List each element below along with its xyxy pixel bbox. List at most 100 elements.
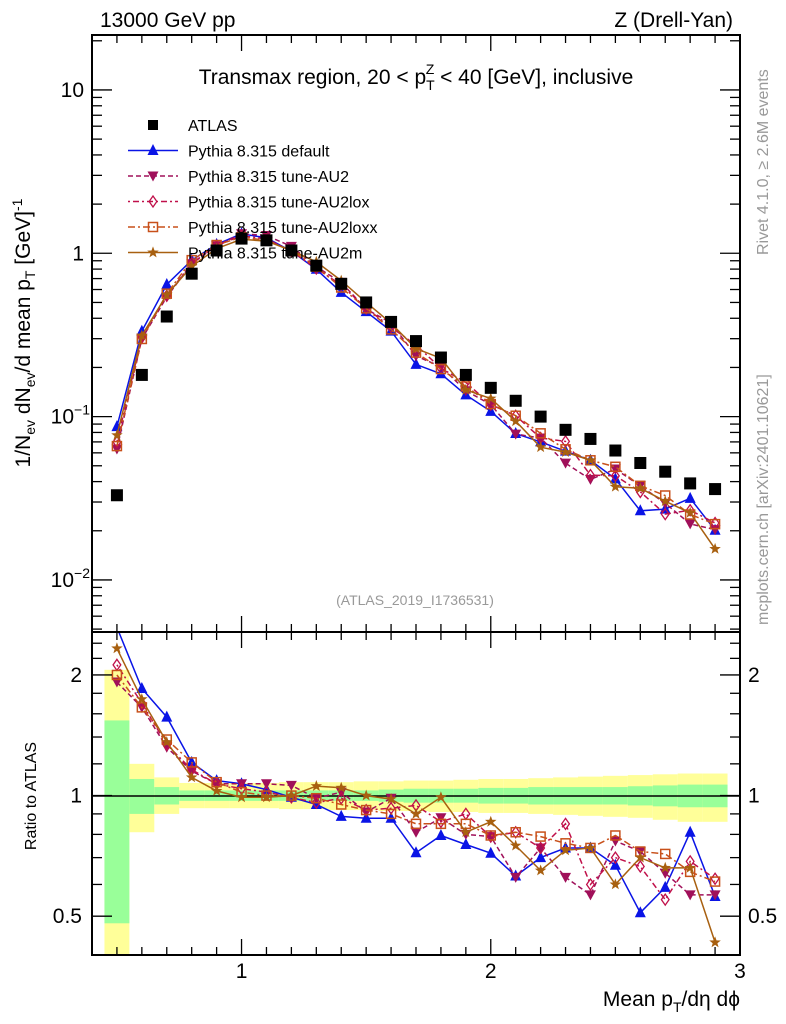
data-point-atlas [310, 259, 323, 272]
data-point-tune-au2m [509, 415, 522, 427]
data-point-tune-au2m [410, 342, 422, 354]
ratio-point-tune-au2m [509, 839, 522, 851]
ratio-point-tune-au2loxx [659, 848, 671, 860]
ratio-point-tune-au2m [260, 791, 273, 803]
data-point-tune-au2m [659, 495, 671, 507]
ratio-point-tune-au2m [360, 789, 372, 801]
ratio-point-tune-au2loxx [510, 826, 521, 838]
ratio-point-default [136, 682, 148, 694]
legend-marker [147, 171, 159, 182]
data-point-atlas [509, 394, 522, 407]
data-point-tune-au2loxx [535, 428, 546, 439]
data-point-atlas [160, 310, 173, 323]
x-tick-label: 2 [485, 960, 497, 983]
ratio-point-default [435, 828, 447, 840]
ratio-point-tune-au2lox [511, 825, 521, 839]
ratio-tick-label-right: 1 [748, 785, 760, 808]
data-point-default [634, 504, 646, 516]
ratio-point-tune-au2loxx [535, 831, 546, 842]
ratio-point-tune-au2 [560, 872, 572, 883]
ratio-point-tune-au2m [210, 784, 223, 796]
data-point-tune-au2m [609, 480, 622, 492]
ratio-point-tune-au2m [709, 936, 721, 948]
ratio-point-tune-au2 [609, 836, 621, 847]
header-left: 13000 GeV pp [100, 9, 235, 32]
data-point-tune-au2loxx [111, 440, 123, 452]
series-line-tune-au2loxx [116, 236, 716, 525]
data-point-tune-au2m [460, 383, 472, 395]
ratio-point-tune-au2lox [311, 796, 321, 810]
data-point-default [111, 420, 123, 432]
data-point-tune-au2lox [585, 468, 596, 482]
data-point-atlas [609, 444, 622, 457]
legend-item: Pythia 8.315 tune-AU2lox [128, 195, 369, 212]
ratio-tick-label-right: 2 [748, 664, 760, 687]
data-point-tune-au2m [709, 542, 721, 554]
ratio-uncertainty-bands [104, 669, 728, 955]
ratio-point-tune-au2m [410, 807, 422, 819]
ratio-point-tune-au2loxx [485, 830, 497, 841]
data-point-atlas [584, 432, 597, 445]
ratio-point-tune-au2m [584, 841, 597, 853]
y-tick-label: 10 [61, 79, 84, 102]
data-point-default [161, 278, 173, 290]
ratio-y-axis-label: Ratio to ATLAS [23, 742, 40, 850]
data-point-atlas [459, 368, 472, 381]
data-point-tune-au2m [684, 506, 696, 518]
ratio-point-tune-au2lox [585, 877, 596, 892]
data-point-tune-au2m [485, 392, 497, 404]
data-point-tune-au2 [709, 525, 721, 536]
series-line-tune-au2m [116, 238, 716, 550]
ratio-point-tune-au2 [684, 890, 696, 901]
ratio-point-tune-au2 [410, 827, 422, 838]
ratio-line-default [118, 632, 716, 914]
ratio-point-tune-au2lox [560, 817, 571, 831]
data-point-atlas [185, 267, 198, 280]
data-point-tune-au2 [111, 444, 123, 455]
data-point-atlas [385, 315, 398, 328]
data-point-tune-au2m [584, 454, 597, 466]
x-axis-label: Mean pT/dη dϕ [603, 988, 740, 1015]
legend-item: Pythia 8.315 tune-AU2m [128, 246, 362, 263]
y-axis-label: 1/Nev dNev/d mean pT [GeV]-1 [9, 198, 38, 467]
y-tick-label: 1 [72, 242, 84, 265]
ratio-point-tune-au2loxx [335, 799, 347, 810]
data-point-default [410, 357, 422, 369]
data-point-atlas [659, 465, 672, 478]
legend-label: ATLAS [188, 118, 238, 135]
ratio-point-tune-au2lox [336, 791, 346, 805]
ratio-point-default [460, 837, 472, 849]
ratio-point-tune-au2loxx [610, 830, 621, 841]
ratio-point-tune-au2 [510, 872, 522, 883]
ratio-point-tune-au2m [609, 878, 622, 890]
ratio-point-default [485, 846, 497, 858]
data-point-tune-au2m [161, 288, 173, 300]
ratio-point-tune-au2m [235, 791, 248, 803]
data-point-atlas [285, 244, 298, 257]
data-point-atlas [684, 477, 697, 490]
ratio-point-tune-au2lox [710, 872, 720, 886]
legend-marker [147, 246, 159, 258]
data-point-tune-au2lox [112, 435, 122, 449]
ratio-point-tune-au2m [634, 851, 647, 863]
ratio-point-tune-au2m [285, 789, 298, 801]
ratio-point-tune-au2m [659, 861, 671, 873]
data-point-atlas [360, 296, 373, 309]
ratio-point-tune-au2m [485, 815, 497, 827]
data-point-atlas [534, 410, 547, 423]
ratio-point-tune-au2m [161, 736, 173, 747]
data-point-atlas [709, 483, 722, 496]
data-point-atlas [634, 456, 647, 469]
ratio-point-default [684, 825, 696, 837]
legend-item: Pythia 8.315 tune-AU2loxx [128, 220, 377, 237]
ratio-point-tune-au2 [709, 890, 721, 901]
ratio-point-tune-au2loxx [410, 818, 422, 830]
ratio-point-tune-au2loxx [435, 818, 447, 830]
legend-label: Pythia 8.315 tune-AU2m [188, 246, 362, 263]
legend-marker [148, 194, 158, 209]
data-point-atlas [335, 277, 348, 290]
ratio-line-tune-au2loxx [116, 674, 716, 883]
ratio-point-default [535, 851, 547, 863]
data-point-atlas [210, 244, 223, 257]
ratio-point-tune-au2m [185, 771, 198, 783]
